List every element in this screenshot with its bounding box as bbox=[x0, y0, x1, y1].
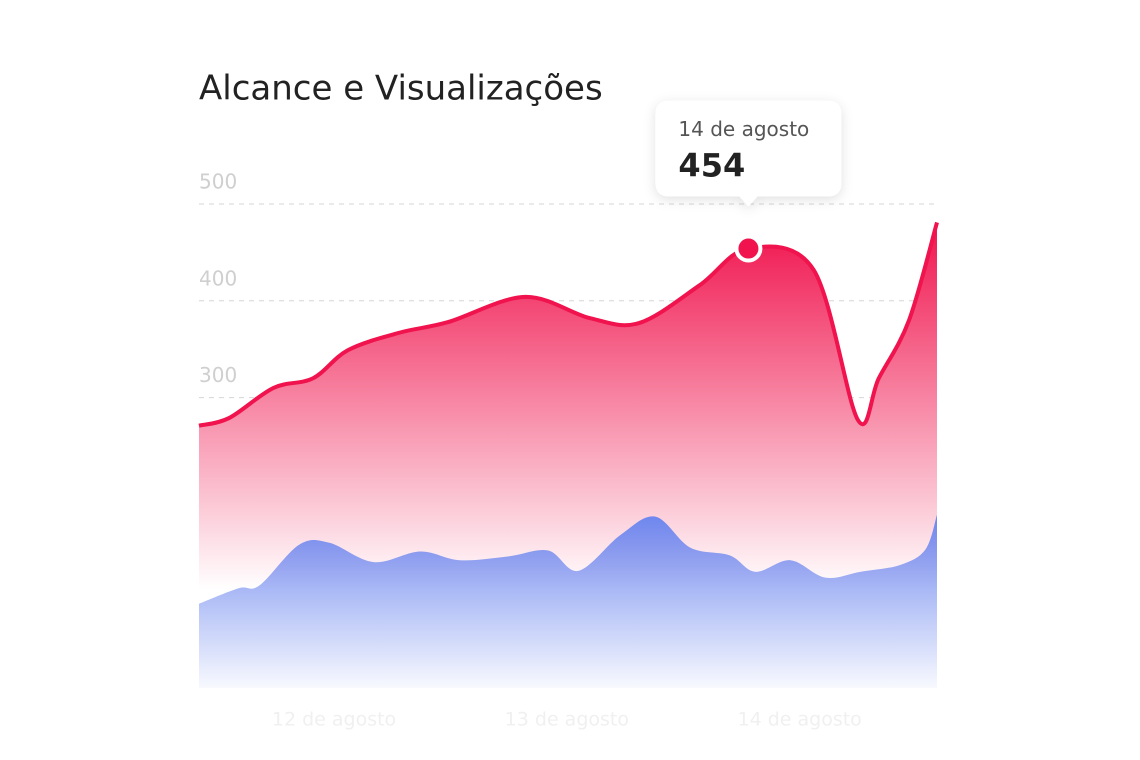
x-tick-label: 12 de agosto bbox=[272, 709, 396, 731]
x-tick-label: 14 de agosto bbox=[737, 709, 861, 731]
y-tick-label: 500 bbox=[199, 170, 237, 194]
tooltip-title: 14 de agosto bbox=[678, 117, 809, 141]
tooltip-value: 454 bbox=[678, 147, 745, 185]
y-tick-label: 400 bbox=[199, 266, 237, 290]
tooltip-box bbox=[655, 100, 842, 207]
y-tick-label: 300 bbox=[199, 363, 237, 387]
highlight-point bbox=[734, 234, 763, 263]
area bbox=[199, 514, 937, 688]
chart-title: Alcance e Visualizações bbox=[199, 69, 603, 109]
line bbox=[198, 221, 939, 428]
x-tick-label: 13 de agosto bbox=[505, 709, 629, 731]
